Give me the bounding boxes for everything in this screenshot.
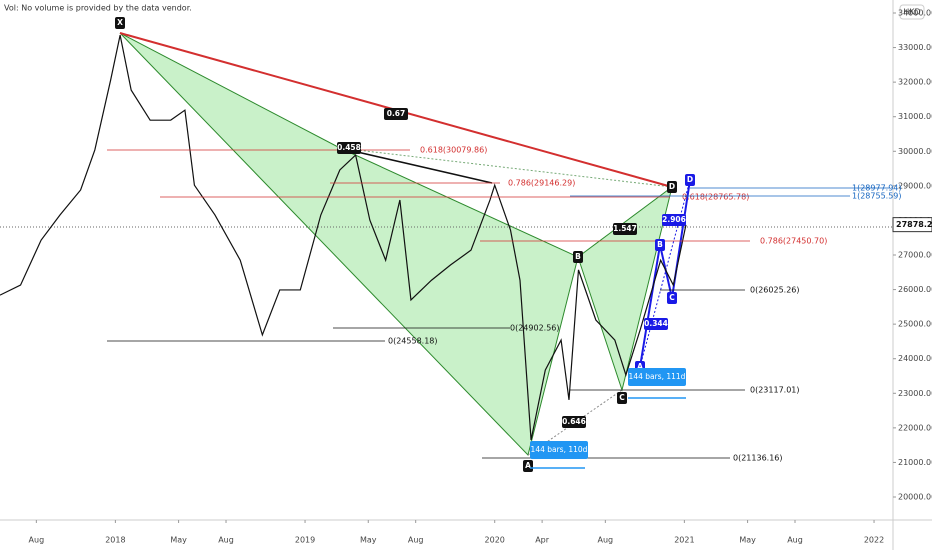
point-label: D [687,175,693,184]
y-tick-label: 22000.00 [898,423,932,432]
range-box [530,441,588,459]
x-tick-label: 2019 [295,536,315,545]
x-tick-label: May [739,536,756,545]
y-tick-label: 23000.00 [898,389,932,398]
point-label: D [669,182,675,191]
point-label: X [117,18,123,27]
level-label: 0(24902.56) [510,324,560,333]
x-tick-label: 2021 [674,536,694,545]
point-label: B [657,240,663,249]
level-label: 0(24558.18) [388,337,438,346]
ratio-box [613,223,637,235]
point-label: A [637,362,643,371]
point-box [617,392,627,404]
level-label: 0.618(28765.78) [682,193,749,202]
x-tick-label: Aug [598,536,614,545]
y-tick-label: 27000.00 [898,251,932,260]
level-label: 1(28755.59) [852,192,902,201]
price-line [0,35,687,441]
x-tick-label: May [170,536,187,545]
x-tick-label: Aug [29,536,45,545]
x-tick-label: Aug [218,536,234,545]
ratio-box [562,416,586,428]
y-tick-label: 32000.00 [898,78,932,87]
x-tick-label: Apr [535,536,550,545]
point-box [573,251,583,263]
last-price-label: 27878.23 [896,220,932,229]
y-tick-label: 34000.00 [898,8,932,17]
y-tick-label: 20000.00 [898,493,932,502]
point-box [655,239,665,251]
last-price-tag [892,217,932,233]
level-label: 0.618(30079.86) [420,146,487,155]
point-label: C [669,293,675,302]
level-label: 0(26025.26) [750,286,800,295]
point-label: A [525,461,531,470]
ratio-label: 0.458 [337,143,361,152]
vol-note: Vol: No volume is provided by the data v… [4,4,192,13]
y-tick-label: 24000.00 [898,354,932,363]
x-tick-label: 2020 [485,536,505,545]
y-tick-label: 26000.00 [898,285,932,294]
point-box [523,460,533,472]
point-box [115,17,125,29]
ratio-label: 2.906 [662,215,686,224]
level-label: 0(21136.16) [733,454,783,463]
y-tick-label: 33000.00 [898,43,932,52]
level-label: 0.786(29146.29) [508,179,575,188]
small-pattern-ad [639,179,691,368]
x-tick-label: 2022 [864,536,884,545]
ratio-label: 0.67 [387,109,406,118]
x-tick-label: 2018 [105,536,125,545]
point-label: C [619,393,625,402]
ratio-box [337,142,361,154]
drawings [0,32,893,456]
range-box [628,368,686,386]
ratio-box [644,318,668,330]
y-tick-label: 31000.00 [898,112,932,121]
point-box [667,181,677,193]
xb-line [339,147,493,184]
y-tick-label: 25000.00 [898,320,932,329]
range-label: 144 bars, 111d [629,372,686,381]
level-label: 0(23117.01) [750,386,800,395]
ratio-box [384,108,408,120]
level-label: 0.786(27450.70) [760,237,827,246]
x-tick-label: May [360,536,377,545]
y-tick-label: 29000.00 [898,181,932,190]
point-label: B [575,252,581,261]
ratio-label: 0.646 [562,417,586,426]
x-tick-label: Aug [408,536,424,545]
point-box [667,292,677,304]
currency: HKD [903,8,920,17]
point-box [685,174,695,186]
ratio-label: 0.344 [644,319,668,328]
ratio-box [662,214,686,226]
level-label: 1(28977.94) [852,184,902,193]
range-label: 144 bars, 110d [531,445,588,454]
y-tick-label: 21000.00 [898,458,932,467]
currency-box [899,4,925,20]
ratio-label: 1.547 [613,224,637,233]
x-tick-label: Aug [787,536,803,545]
bcd-triangle [577,185,673,392]
y-tick-label: 30000.00 [898,147,932,156]
